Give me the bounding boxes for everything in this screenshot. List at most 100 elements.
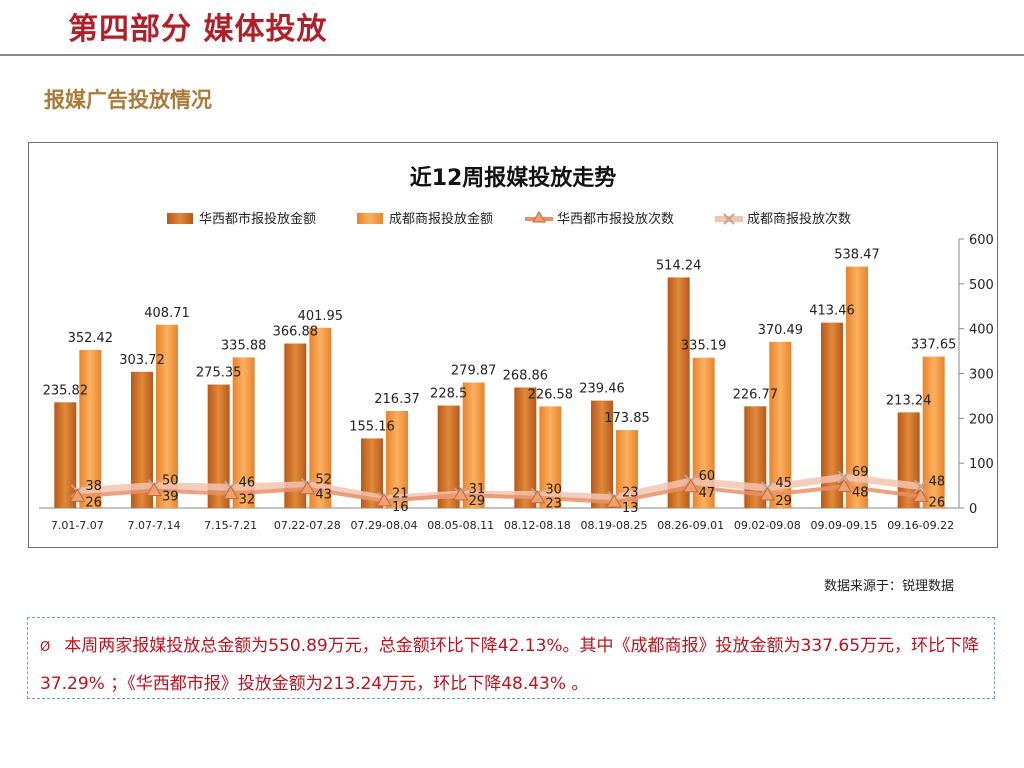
arrow-bullet-icon: Ø <box>40 640 51 655</box>
line-huaxi-count-point <box>452 487 469 501</box>
legend-label: 华西都市报投放次数 <box>557 211 674 227</box>
y-tick-label: 500 <box>969 278 994 293</box>
line-huaxi-count-point <box>222 485 239 500</box>
data-label-chengdu-amount: 216.37 <box>374 392 420 407</box>
bar-chengdu-amount <box>462 382 485 508</box>
line-huaxi-count-line <box>77 484 921 505</box>
data-label-huaxi-amount: 366.88 <box>273 325 319 340</box>
y-tick-label: 100 <box>969 457 994 472</box>
data-source-note: 数据来源于：锐理数据 <box>824 579 955 594</box>
line-huaxi-count-point <box>912 488 929 502</box>
bar-chengdu-amount <box>79 349 102 508</box>
plot-area: 0 100 200 300 400 500 600 235.82 352.42 7.01-7.07… <box>39 233 994 532</box>
data-label-huaxi-count: 16 <box>392 500 409 515</box>
x-tick-label: 09.09-09.15 <box>811 519 878 532</box>
bar-chengdu-amount <box>846 266 868 508</box>
data-label-huaxi-count: 26 <box>929 495 946 510</box>
data-label-huaxi-count: 23 <box>545 497 562 512</box>
bar-chengdu-amount <box>232 357 255 508</box>
line-huaxi-count-point <box>146 482 162 497</box>
data-label-chengdu-amount: 352.42 <box>68 331 114 346</box>
y-tick-label: 200 <box>969 412 994 427</box>
x-tick-label: 07.29-08.04 <box>351 519 418 532</box>
data-label-chengdu-amount: 173.85 <box>604 411 650 426</box>
data-label-huaxi-count: 43 <box>315 488 332 503</box>
page-title: 第四部分 媒体投放 <box>68 12 328 47</box>
bar-huaxi-amount <box>514 387 537 508</box>
data-label-chengdu-amount: 335.88 <box>221 338 267 353</box>
bar-huaxi-amount <box>821 322 843 508</box>
data-label-huaxi-amount: 155.16 <box>349 419 395 434</box>
data-label-chengdu-count: 30 <box>545 483 562 498</box>
line-chengdu-count-point <box>837 470 851 484</box>
chart-container: 近12周报媒投放走势 华西都市报投放金额 成都商报投放金额 华西都市报投放次数 成都商… <box>28 142 998 548</box>
line-huaxi-count-point <box>606 494 622 508</box>
data-label-chengdu-count: 31 <box>469 482 486 497</box>
y-tick-label: 400 <box>969 323 994 338</box>
bar-chengdu-amount <box>616 430 638 508</box>
data-label-chengdu-count: 21 <box>392 487 409 502</box>
bar-chengdu-amount <box>692 357 715 508</box>
data-label-huaxi-count: 29 <box>775 494 792 509</box>
data-label-huaxi-amount: 275.35 <box>196 366 242 381</box>
legend-marker-x-icon <box>723 213 735 225</box>
data-label-huaxi-count: 47 <box>699 486 716 501</box>
legend-swatch <box>167 213 193 224</box>
bar-chengdu-amount <box>539 406 562 508</box>
data-label-chengdu-count: 48 <box>929 474 946 489</box>
data-label-chengdu-amount: 370.49 <box>758 323 804 338</box>
x-tick-label: 7.07-7.14 <box>128 519 181 532</box>
data-label-huaxi-amount: 226.77 <box>733 387 779 402</box>
line-huaxi-count-point <box>759 487 776 501</box>
bar-chengdu-amount <box>769 341 792 508</box>
legend-label: 华西都市报投放金额 <box>199 211 316 227</box>
data-label-huaxi-amount: 235.82 <box>43 383 89 398</box>
line-huaxi-count-point <box>376 492 392 507</box>
bar-chengdu-amount <box>156 324 178 508</box>
legend-label: 成都商报投放金额 <box>389 211 493 227</box>
x-tick-label: 08.19-08.25 <box>581 519 648 532</box>
chart-title: 近12周报媒投放走势 <box>410 165 617 191</box>
section-title: 报媒广告投放情况 <box>44 88 212 112</box>
data-label-huaxi-amount: 413.46 <box>809 304 855 319</box>
data-label-huaxi-count: 29 <box>469 494 486 509</box>
x-tick-label: 09.16-09.22 <box>887 519 954 532</box>
data-label-chengdu-count: 50 <box>162 474 179 489</box>
bar-chengdu-amount <box>922 356 945 508</box>
chart-legend: 华西都市报投放金额 成都商报投放金额 华西都市报投放次数 成都商报投放次数 <box>167 211 851 227</box>
data-label-chengdu-amount: 401.95 <box>298 309 344 324</box>
data-label-huaxi-count: 32 <box>239 493 256 508</box>
data-label-chengdu-amount: 226.58 <box>528 387 574 402</box>
bar-huaxi-amount <box>207 384 230 508</box>
data-label-huaxi-amount: 213.24 <box>886 393 932 408</box>
data-label-huaxi-count: 13 <box>622 501 639 516</box>
data-label-huaxi-count: 48 <box>852 485 869 500</box>
data-label-chengdu-count: 69 <box>852 465 869 480</box>
data-label-chengdu-count: 45 <box>775 476 792 491</box>
line-chengdu-count-line <box>77 473 922 503</box>
line-huaxi-count-point <box>836 478 852 492</box>
bar-huaxi-amount <box>361 438 383 508</box>
data-label-huaxi-amount: 514.24 <box>656 258 702 273</box>
chart-svg: 近12周报媒投放走势 华西都市报投放金额 成都商报投放金额 华西都市报投放次数 成都商… <box>39 165 994 532</box>
data-label-chengdu-amount: 337.65 <box>911 338 957 353</box>
data-label-huaxi-amount: 239.46 <box>579 382 625 397</box>
bar-huaxi-amount <box>54 402 77 508</box>
x-tick-label: 07.22-07.28 <box>274 519 341 532</box>
x-tick-label: 08.05-08.11 <box>427 519 494 532</box>
x-tick-label: 7.15-7.21 <box>204 519 257 532</box>
bar-huaxi-amount <box>131 371 153 508</box>
legend-marker-triangle-icon <box>532 211 546 223</box>
x-tick-label: 08.26-09.01 <box>657 519 724 532</box>
data-label-huaxi-amount: 228.5 <box>430 387 467 402</box>
data-label-chengdu-count: 46 <box>239 475 256 490</box>
data-label-chengdu-amount: 408.71 <box>144 306 190 321</box>
title-divider <box>0 54 1024 56</box>
y-tick-label: 0 <box>969 502 977 517</box>
bar-huaxi-amount <box>284 343 307 508</box>
x-tick-label: 09.02-09.08 <box>734 519 801 532</box>
data-label-huaxi-amount: 303.72 <box>119 353 165 368</box>
data-label-chengdu-count: 60 <box>699 469 716 484</box>
y-tick-label: 300 <box>969 368 994 383</box>
data-label-chengdu-count: 23 <box>622 486 639 501</box>
